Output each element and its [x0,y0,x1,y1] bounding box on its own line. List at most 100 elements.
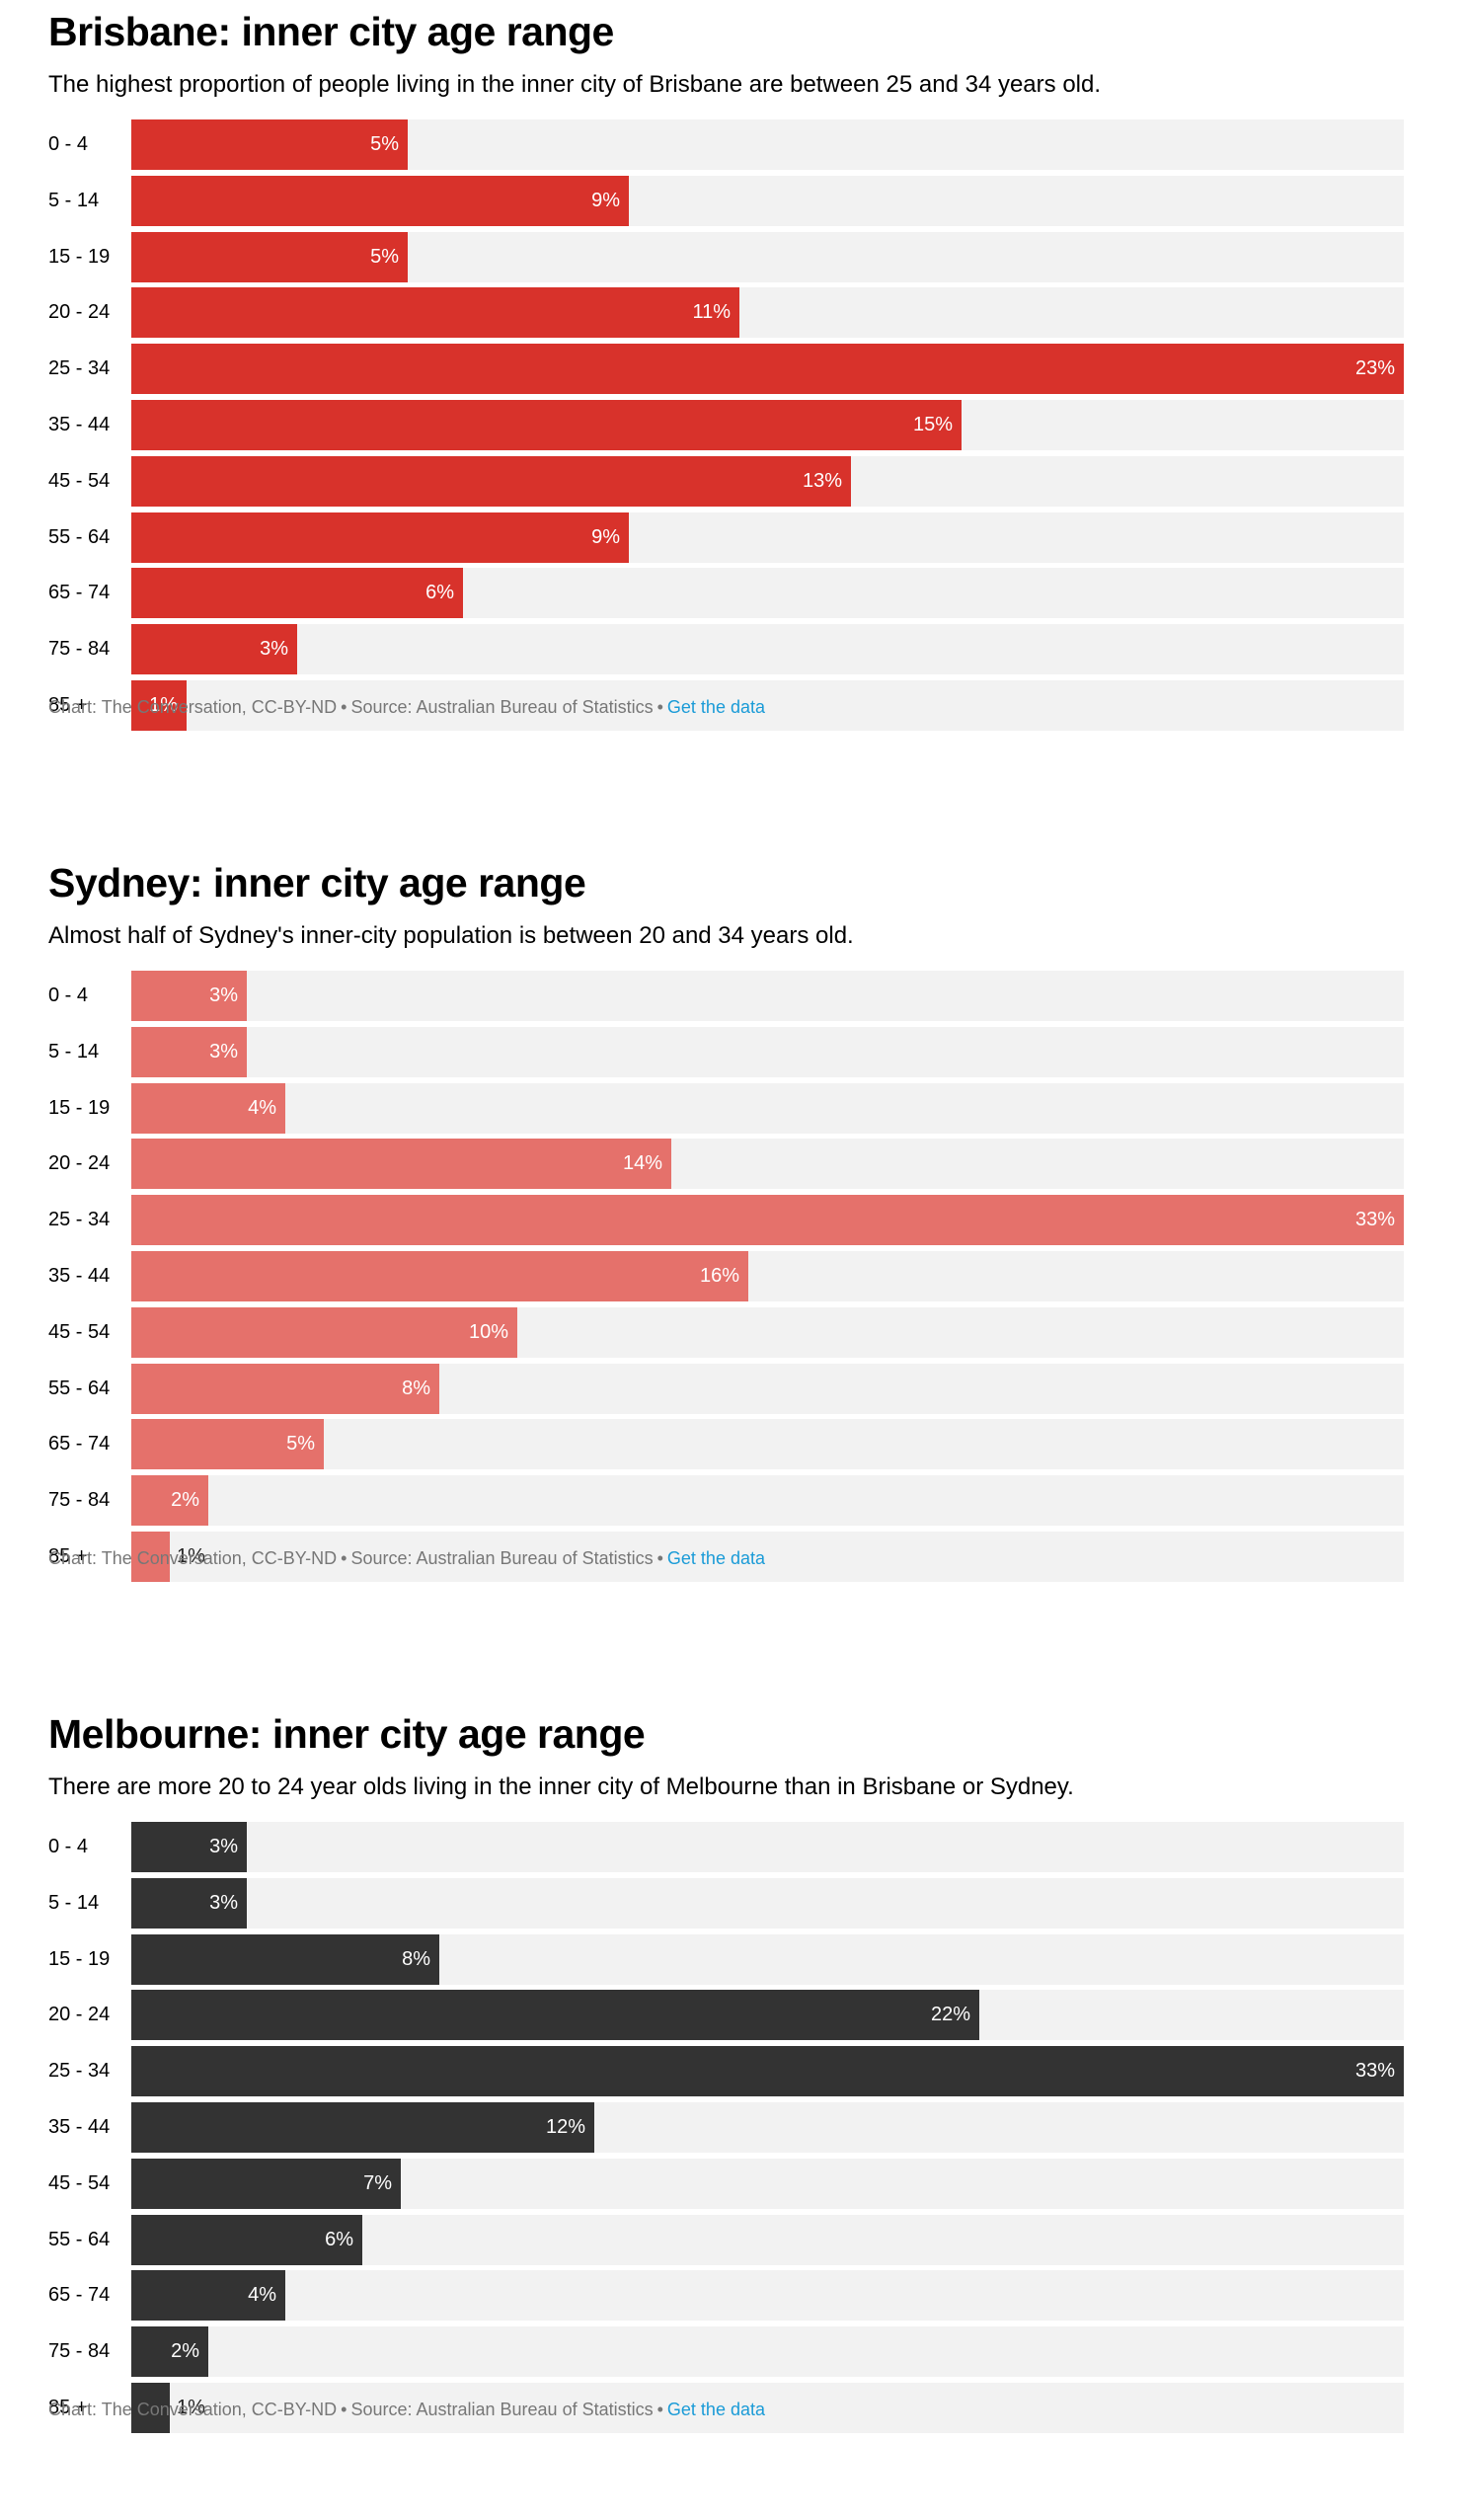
melbourne-chart-subtitle: There are more 20 to 24 year olds living… [48,1773,1074,1800]
bar-value-label: 16% [699,1265,739,1287]
bar-track: 1% [131,680,1404,731]
bar [131,1419,324,1470]
footer-separator: • [656,1548,663,1568]
bar-row: 15 - 19 5% [48,231,1411,282]
bar-row: 55 - 64 9% [48,512,1411,563]
bar-track: 3% [131,624,1404,675]
bar-row: 85 + 1% [48,2383,1411,2433]
category-label: 55 - 64 [48,2228,111,2250]
category-label: 45 - 54 [48,469,111,492]
bar-row: 5 - 14 3% [48,1877,1411,1929]
bar [131,2102,594,2153]
bar-value-label: 33% [1354,1209,1395,1231]
bar [131,1363,439,1414]
bar-row: 65 - 74 5% [48,1419,1411,1470]
bar-track: 33% [131,1195,1404,1246]
bar [131,1026,247,1077]
bar-row: 75 - 84 2% [48,1475,1411,1527]
brisbane-chart-subtitle: The highest proportion of people living … [48,71,1102,98]
credit-text: Chart: The Conversation, CC-BY-ND [48,2400,338,2419]
category-label: 15 - 19 [48,245,111,268]
bar-track: 2% [131,2326,1404,2378]
bar-value-label: 5% [370,133,399,155]
bar-track: 12% [131,2102,1404,2153]
bar-track: 22% [131,1990,1404,2041]
bar-track: 11% [131,287,1404,339]
bar-row: 0 - 4 3% [48,971,1411,1021]
bar [131,287,739,339]
bar-row: 25 - 34 33% [48,1195,1411,1246]
bar-track: 2% [131,1475,1404,1527]
bar-track: 1% [131,2383,1404,2433]
bar-track: 8% [131,1363,1404,1414]
bar-row: 35 - 44 12% [48,2102,1411,2153]
bar-value-label: 14% [622,1152,662,1175]
melbourne-chart: Melbourne: inner city age range There are… [48,1711,1411,2433]
footer-separator: • [656,697,663,717]
sydney-chart: Sydney: inner city age range Almost half … [48,860,1411,1582]
bar-track: 5% [131,231,1404,282]
category-label: 75 - 84 [48,2340,111,2363]
category-label: 55 - 64 [48,1377,111,1399]
bar-track: 3% [131,971,1404,1021]
credit-text: Chart: The Conversation, CC-BY-ND [48,1548,338,1568]
bar-row: 75 - 84 2% [48,2326,1411,2378]
bar [131,568,463,619]
get-the-data-link[interactable]: Get the data [666,697,765,717]
sydney-chart-title: Sydney: inner city age range [48,860,586,906]
brisbane-chart-title: Brisbane: inner city age range [48,9,614,54]
brisbane-chart: Brisbane: inner city age range The highes… [48,9,1411,731]
bar-row: 25 - 34 33% [48,2046,1411,2097]
credit-text: Chart: The Conversation, CC-BY-ND [48,697,338,717]
bar [131,400,962,450]
bar [131,175,629,226]
bar-value-label: 5% [370,245,399,268]
category-label: 0 - 4 [48,1836,89,1857]
bar-value-label: 6% [325,2228,353,2250]
bar [131,971,247,1021]
category-label: 20 - 24 [48,1152,111,1175]
source-text: Source: Australian Bureau of Statistics [350,2400,654,2419]
bar-row: 5 - 14 3% [48,1026,1411,1077]
bar-row: 85 + 1% [48,680,1411,731]
bar-track: 4% [131,1082,1404,1134]
sydney-chart-footer: Chart: The Conversation, CC-BY-ND • Source… [48,1548,765,1569]
bar [131,231,408,282]
bar [131,1933,439,1985]
bar-track: 3% [131,1026,1404,1077]
bar-value-label: 8% [402,1377,430,1399]
bar [131,1877,247,1929]
category-label: 75 - 84 [48,638,111,661]
bar-track: 1% [131,1532,1404,1582]
category-label: 85 + [48,1545,88,1567]
category-label: 35 - 44 [48,2116,111,2138]
bar [131,680,187,731]
bar-row: 25 - 34 23% [48,344,1411,395]
category-label: 15 - 19 [48,1947,111,1970]
category-label: 0 - 4 [48,133,89,155]
bar-row: 45 - 54 13% [48,455,1411,507]
bar-row: 65 - 74 6% [48,568,1411,619]
bar [131,512,629,563]
get-the-data-link[interactable]: Get the data [666,1548,765,1568]
bar-row: 55 - 64 6% [48,2214,1411,2265]
bar [131,1251,748,1301]
bar-value-label: 13% [802,469,842,492]
bar-track: 3% [131,1877,1404,1929]
bar-value-label: 12% [545,2116,585,2138]
bar [131,1990,979,2041]
get-the-data-link[interactable]: Get the data [666,2400,765,2419]
bar-row: 75 - 84 3% [48,624,1411,675]
bar-value-label: 3% [260,638,288,661]
bar-row: 15 - 19 8% [48,1933,1411,1985]
bar-value-label: 23% [1354,357,1395,380]
bar-row: 0 - 4 5% [48,119,1411,170]
melbourne-chart-title: Melbourne: inner city age range [48,1711,646,1757]
bar [131,119,408,170]
bar-track: 9% [131,175,1404,226]
source-text: Source: Australian Bureau of Statistics [350,697,654,717]
category-label: 5 - 14 [48,1891,100,1914]
bar-row: 55 - 64 8% [48,1363,1411,1414]
bar-track: 5% [131,1419,1404,1470]
footer-separator: • [341,2400,347,2419]
